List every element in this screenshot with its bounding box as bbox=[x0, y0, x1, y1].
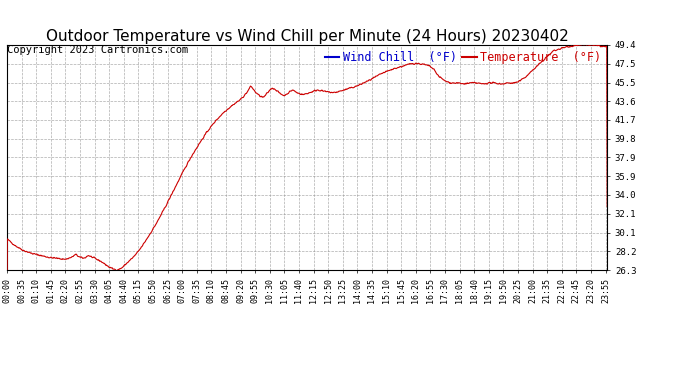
Text: Copyright 2023 Cartronics.com: Copyright 2023 Cartronics.com bbox=[7, 45, 188, 55]
Legend: Wind Chill  (°F), Temperature  (°F): Wind Chill (°F), Temperature (°F) bbox=[325, 51, 601, 64]
Title: Outdoor Temperature vs Wind Chill per Minute (24 Hours) 20230402: Outdoor Temperature vs Wind Chill per Mi… bbox=[46, 29, 569, 44]
